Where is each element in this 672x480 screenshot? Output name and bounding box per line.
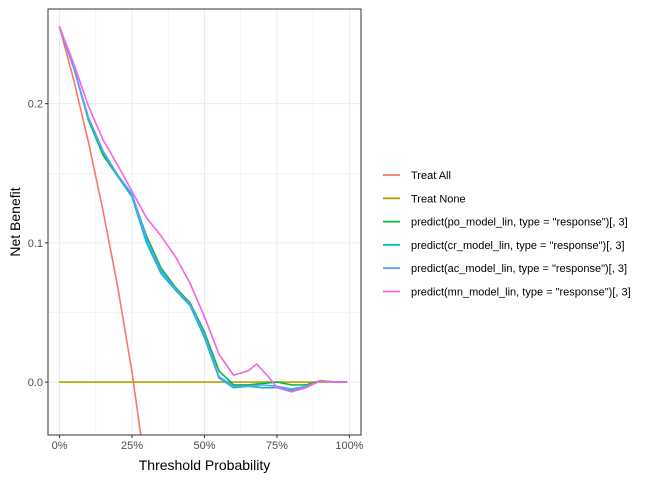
x-tick-label: 50% [193, 440, 215, 452]
major-gridlines [48, 9, 361, 435]
y-tick-label: 0.2 [28, 99, 43, 111]
legend-label-6: predict(mn_model_lin, type = "response")… [411, 287, 631, 299]
x-tick-label: 0% [52, 440, 68, 452]
x-axis-title: Threshold Probability [139, 457, 271, 473]
x-axis-ticks: 0% 25% 50% 75% 100% [52, 435, 364, 452]
legend-label-1: Treat All [411, 170, 451, 182]
series-lines [58, 26, 348, 435]
series-line-1 [58, 26, 142, 435]
x-tick-label: 25% [121, 440, 143, 452]
legend-label-4: predict(cr_model_lin, type = "response")… [411, 240, 625, 252]
x-tick-label: 75% [266, 440, 288, 452]
series-line-6 [58, 26, 348, 393]
legend: Treat All Treat None predict(po_model_lin,… [383, 170, 631, 299]
y-tick-label: 0.0 [28, 377, 43, 389]
legend-label-5: predict(ac_model_lin, type = "response")… [411, 263, 627, 275]
series-line-5 [58, 26, 348, 390]
legend-label-3: predict(po_model_lin, type = "response")… [411, 217, 628, 229]
x-tick-label: 100% [335, 440, 363, 452]
y-tick-label: 0.1 [28, 238, 43, 250]
series-line-3 [58, 26, 348, 386]
y-axis-title: Net Benefit [7, 187, 23, 256]
y-axis-ticks: 0.0 0.1 0.2 [28, 99, 48, 389]
legend-label-2: Treat None [411, 193, 466, 205]
